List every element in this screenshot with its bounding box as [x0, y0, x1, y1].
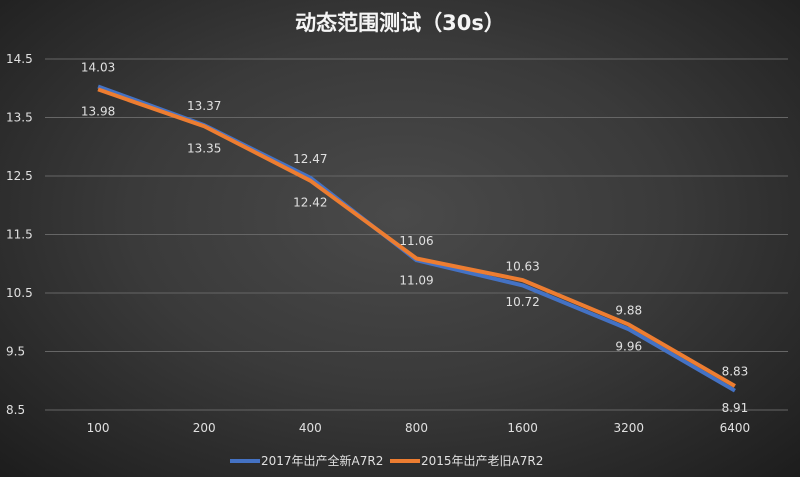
y-tick-label: 14.5 [6, 52, 33, 66]
x-tick-label: 6400 [720, 421, 751, 435]
x-tick-label: 100 [87, 421, 110, 435]
y-tick-label: 9.5 [6, 345, 25, 359]
data-label: 12.42 [293, 196, 327, 210]
data-label: 8.83 [722, 365, 749, 379]
series-line-1 [97, 87, 736, 388]
data-label: 13.35 [187, 141, 221, 155]
data-label: 9.96 [615, 340, 642, 354]
data-label: 13.98 [81, 104, 115, 118]
data-label: 10.72 [505, 295, 539, 309]
data-label: 14.03 [81, 60, 115, 74]
y-tick-label: 13.5 [6, 111, 33, 125]
legend-label: 2017年出产全新A7R2 [261, 453, 383, 468]
data-label: 11.09 [399, 273, 433, 287]
x-tick-label: 400 [299, 421, 322, 435]
x-tick-label: 3200 [614, 421, 645, 435]
data-label: 13.37 [187, 99, 221, 113]
legend-label: 2015年出产老旧A7R2 [421, 454, 543, 468]
y-tick-label: 11.5 [6, 228, 33, 242]
data-label: 11.06 [399, 234, 433, 248]
x-tick-label: 800 [405, 421, 428, 435]
x-tick-label: 1600 [507, 421, 538, 435]
data-label: 8.91 [722, 401, 749, 415]
x-tick-label: 200 [193, 421, 216, 435]
y-tick-label: 8.5 [6, 403, 25, 417]
y-tick-label: 10.5 [6, 286, 33, 300]
data-label: 10.63 [505, 259, 539, 273]
y-tick-label: 12.5 [6, 169, 33, 183]
data-label: 9.88 [615, 303, 642, 317]
data-label: 12.47 [293, 152, 327, 166]
chart-title: 动态范围测试（30s） [295, 11, 505, 35]
